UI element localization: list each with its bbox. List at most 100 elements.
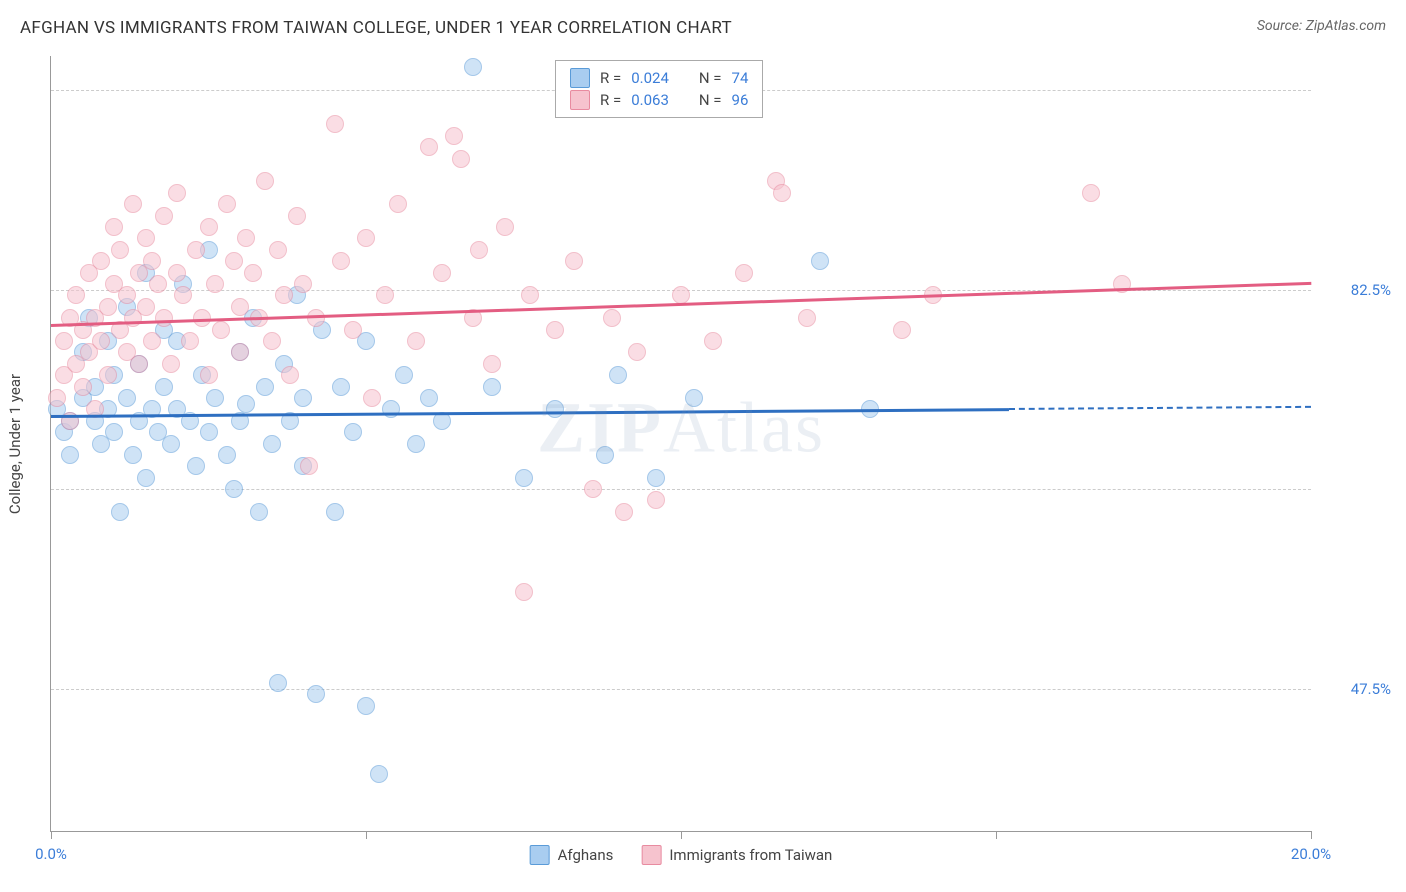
- data-point: [281, 366, 299, 384]
- data-point: [1082, 184, 1100, 202]
- data-point: [92, 332, 110, 350]
- legend-swatch: [530, 845, 550, 865]
- data-point: [420, 389, 438, 407]
- data-point: [294, 275, 312, 293]
- n-value: 74: [732, 69, 749, 87]
- legend-swatch: [641, 845, 661, 865]
- data-point: [288, 207, 306, 225]
- data-point: [200, 218, 218, 236]
- data-point: [111, 241, 129, 259]
- x-tick: [51, 831, 52, 839]
- data-point: [332, 252, 350, 270]
- data-point: [433, 264, 451, 282]
- data-point: [363, 389, 381, 407]
- data-point: [464, 58, 482, 76]
- r-value: 0.024: [631, 69, 669, 87]
- data-point: [470, 241, 488, 259]
- data-point: [105, 218, 123, 236]
- data-point: [615, 503, 633, 521]
- legend-swatch: [570, 68, 590, 88]
- data-point: [546, 321, 564, 339]
- data-point: [250, 503, 268, 521]
- data-point: [596, 446, 614, 464]
- data-point: [344, 423, 362, 441]
- data-point: [798, 309, 816, 327]
- data-point: [92, 252, 110, 270]
- data-point: [326, 115, 344, 133]
- data-point: [137, 469, 155, 487]
- y-tick-label: 82.5%: [1321, 281, 1391, 299]
- data-point: [483, 378, 501, 396]
- legend-swatch: [570, 90, 590, 110]
- data-point: [137, 229, 155, 247]
- legend-item: Afghans: [530, 845, 614, 865]
- data-point: [647, 469, 665, 487]
- data-point: [124, 195, 142, 213]
- data-point: [48, 389, 66, 407]
- data-point: [773, 184, 791, 202]
- r-label: R =: [600, 91, 621, 109]
- data-point: [307, 685, 325, 703]
- data-point: [237, 229, 255, 247]
- data-point: [326, 503, 344, 521]
- data-point: [55, 332, 73, 350]
- data-point: [212, 321, 230, 339]
- x-tick: [1311, 831, 1312, 839]
- data-point: [811, 252, 829, 270]
- r-label: R =: [600, 69, 621, 87]
- data-point: [584, 480, 602, 498]
- data-point: [256, 378, 274, 396]
- data-point: [483, 355, 501, 373]
- data-point: [225, 480, 243, 498]
- chart-title: AFGHAN VS IMMIGRANTS FROM TAIWAN COLLEGE…: [20, 18, 732, 38]
- data-point: [67, 286, 85, 304]
- data-point: [74, 378, 92, 396]
- data-point: [628, 343, 646, 361]
- n-label: N =: [699, 91, 722, 109]
- series-legend: Afghans Immigrants from Taiwan: [530, 845, 833, 865]
- data-point: [565, 252, 583, 270]
- data-point: [99, 298, 117, 316]
- data-point: [225, 252, 243, 270]
- data-point: [162, 355, 180, 373]
- legend-label: Immigrants from Taiwan: [669, 846, 832, 864]
- data-point: [237, 395, 255, 413]
- data-point: [307, 309, 325, 327]
- data-point: [420, 138, 438, 156]
- data-point: [168, 264, 186, 282]
- x-tick-label: 0.0%: [35, 845, 67, 863]
- x-tick: [681, 831, 682, 839]
- data-point: [357, 697, 375, 715]
- data-point: [515, 583, 533, 601]
- data-point: [162, 435, 180, 453]
- data-point: [389, 195, 407, 213]
- trend-line: [1009, 406, 1311, 410]
- data-point: [155, 207, 173, 225]
- x-tick: [996, 831, 997, 839]
- data-point: [269, 674, 287, 692]
- x-tick: [366, 831, 367, 839]
- data-point: [143, 332, 161, 350]
- data-point: [155, 378, 173, 396]
- scatter-chart: College, Under 1 year 47.5%82.5%0.0%20.0…: [50, 56, 1311, 832]
- data-point: [206, 275, 224, 293]
- data-point: [452, 150, 470, 168]
- data-point: [376, 286, 394, 304]
- data-point: [118, 286, 136, 304]
- data-point: [181, 332, 199, 350]
- data-point: [332, 378, 350, 396]
- data-point: [704, 332, 722, 350]
- n-label: N =: [699, 69, 722, 87]
- data-point: [218, 195, 236, 213]
- data-point: [546, 400, 564, 418]
- data-point: [105, 423, 123, 441]
- legend-item: Immigrants from Taiwan: [641, 845, 832, 865]
- data-point: [521, 286, 539, 304]
- data-point: [275, 286, 293, 304]
- data-point: [382, 400, 400, 418]
- data-point: [263, 332, 281, 350]
- data-point: [149, 275, 167, 293]
- data-point: [294, 389, 312, 407]
- y-axis-title: College, Under 1 year: [6, 373, 24, 513]
- data-point: [168, 184, 186, 202]
